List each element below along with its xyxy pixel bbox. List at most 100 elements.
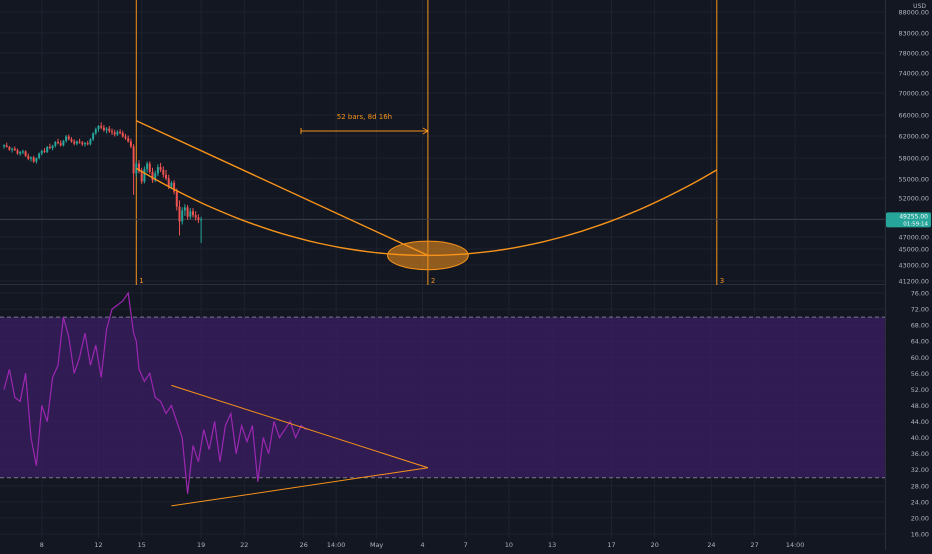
candle-body [54, 142, 57, 146]
candle[interactable] [30, 156, 32, 162]
candle-body [140, 171, 143, 182]
time-tick-label: 20 [651, 541, 659, 549]
candle[interactable] [159, 162, 162, 172]
candle[interactable] [113, 129, 116, 137]
candle[interactable] [97, 124, 100, 132]
candle[interactable] [89, 138, 92, 146]
candle[interactable] [5, 142, 8, 148]
candle[interactable] [84, 142, 86, 147]
candle[interactable] [173, 180, 176, 195]
candle[interactable] [143, 166, 146, 184]
candle[interactable] [148, 161, 151, 175]
candle[interactable] [13, 146, 16, 151]
price-tick-label: 55000.00 [899, 176, 930, 184]
candle[interactable] [100, 122, 103, 130]
candle[interactable] [121, 130, 124, 138]
time-tick-label: 14:00 [327, 541, 345, 549]
candle[interactable] [11, 147, 14, 153]
rsi-tick-label: 48.00 [911, 402, 929, 410]
candle[interactable] [51, 144, 54, 151]
candle[interactable] [127, 135, 130, 143]
candle[interactable] [70, 137, 73, 143]
candle[interactable] [32, 155, 35, 163]
candle-body [175, 191, 178, 207]
candle[interactable] [21, 149, 24, 155]
candle[interactable] [138, 160, 140, 174]
candle-body [173, 182, 176, 192]
candle[interactable] [189, 208, 192, 220]
candle-body [113, 132, 116, 135]
candle[interactable] [57, 138, 59, 145]
candle[interactable] [186, 205, 189, 220]
candle[interactable] [40, 149, 43, 156]
candle[interactable] [175, 188, 178, 211]
candle[interactable] [78, 138, 81, 144]
candle[interactable] [111, 128, 113, 135]
candle[interactable] [65, 134, 68, 143]
candle[interactable] [67, 134, 70, 141]
candle[interactable] [192, 208, 194, 218]
candle[interactable] [3, 144, 5, 149]
candle-body [43, 150, 46, 152]
candle-body [70, 139, 73, 142]
candle-body [111, 131, 113, 133]
candle[interactable] [16, 148, 19, 155]
rsi-triangle-lower-line[interactable] [171, 467, 428, 507]
candle[interactable] [43, 148, 46, 154]
time-tick-label: 15 [138, 541, 146, 549]
rsi-triangle-upper-line[interactable] [171, 384, 429, 469]
candle[interactable] [200, 216, 203, 243]
candle-body [27, 155, 30, 159]
candle[interactable] [86, 140, 89, 146]
candle[interactable] [27, 153, 30, 161]
candle-body [84, 143, 86, 145]
candle[interactable] [124, 133, 127, 140]
candle[interactable] [129, 138, 132, 149]
candle[interactable] [119, 129, 122, 135]
candle[interactable] [8, 145, 11, 151]
candle[interactable] [154, 170, 157, 183]
candle[interactable] [59, 140, 62, 147]
candle[interactable] [116, 130, 119, 136]
candle[interactable] [38, 152, 41, 160]
rsi-tick-label: 64.00 [911, 338, 929, 346]
candle[interactable] [81, 140, 84, 146]
rsi-tick-label: 72.00 [911, 306, 929, 314]
candle[interactable] [151, 167, 154, 183]
candle[interactable] [62, 139, 65, 147]
candle[interactable] [105, 127, 108, 134]
candle[interactable] [73, 139, 76, 146]
candle[interactable] [75, 140, 78, 146]
rsi-line[interactable] [3, 291, 307, 494]
candle[interactable] [94, 127, 97, 135]
candle[interactable] [132, 144, 135, 195]
candle[interactable] [92, 132, 95, 141]
candle[interactable] [178, 200, 181, 236]
candle[interactable] [194, 211, 197, 221]
last-price-tag-countdown: 01:59:14 [903, 221, 928, 227]
candle[interactable] [35, 157, 38, 164]
candle-body [197, 217, 200, 220]
candle-body [162, 169, 165, 175]
candle[interactable] [140, 167, 143, 185]
candle[interactable] [19, 150, 22, 156]
candle[interactable] [24, 150, 27, 157]
candle-body [92, 133, 95, 140]
candle[interactable] [156, 164, 159, 177]
candle[interactable] [165, 169, 167, 181]
candle[interactable] [183, 204, 186, 216]
candle[interactable] [48, 143, 51, 150]
candle[interactable] [181, 207, 184, 225]
candle[interactable] [108, 126, 111, 133]
trend-line[interactable] [136, 120, 429, 257]
candle[interactable] [197, 214, 200, 223]
candle[interactable] [102, 124, 105, 132]
time-tick-label: 10 [505, 541, 513, 549]
candle[interactable] [54, 140, 57, 148]
time-tick-label: 22 [240, 541, 248, 549]
candle[interactable] [162, 166, 165, 178]
candle[interactable] [46, 145, 49, 154]
candle[interactable] [146, 161, 149, 173]
